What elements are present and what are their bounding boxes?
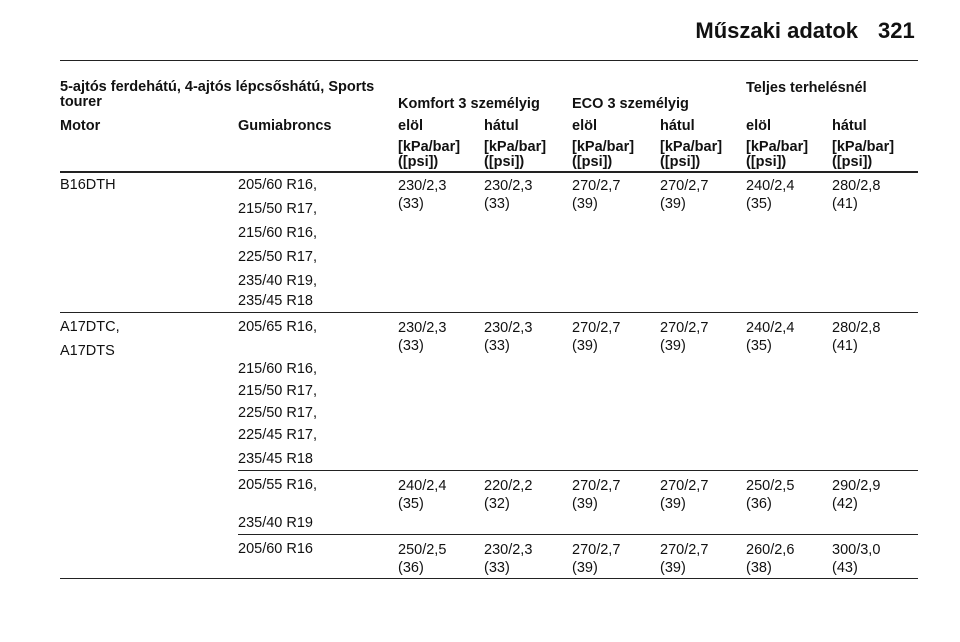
group-header: Teljes terhelésnél: [746, 80, 867, 96]
tire-size: 205/60 R16,: [238, 177, 318, 193]
column-header: Gumiabroncs: [238, 118, 332, 134]
pressure: 270/2,7 (39): [660, 178, 709, 212]
tire-size: 235/45 R18: [238, 293, 313, 309]
tire-size: 215/50 R17,: [238, 383, 318, 399]
pressure: 230/2,3 (33): [398, 320, 447, 354]
rule: [60, 60, 918, 61]
tire-size: 215/60 R16,: [238, 361, 318, 377]
pressure: 290/2,9 (42): [832, 478, 881, 512]
rule: [238, 470, 918, 471]
pressure: 240/2,4 (35): [746, 320, 795, 354]
pressure: 260/2,6 (38): [746, 542, 795, 576]
tire-size: 205/55 R16,: [238, 477, 318, 493]
rule: [238, 534, 918, 535]
pressure: 250/2,5 (36): [746, 478, 795, 512]
group-header: Komfort 3 személyig: [398, 96, 540, 112]
column-header: elöl: [398, 118, 423, 134]
column-header: elöl: [572, 118, 597, 134]
pressure: 270/2,7 (39): [572, 320, 621, 354]
column-header: hátul: [660, 118, 695, 134]
tire-size: 205/65 R16,: [238, 319, 318, 335]
pressure: 250/2,5 (36): [398, 542, 447, 576]
unit-header: [kPa/bar] ([psi]): [660, 139, 723, 170]
pressure: 240/2,4 (35): [398, 478, 447, 512]
pressure: 280/2,8 (41): [832, 178, 881, 212]
column-header: hátul: [484, 118, 519, 134]
pressure: 230/2,3 (33): [484, 320, 533, 354]
unit-header: [kPa/bar] ([psi]): [832, 139, 895, 170]
tire-size: 225/45 R17,: [238, 427, 318, 443]
unit-header: [kPa/bar] ([psi]): [572, 139, 635, 170]
pressure: 220/2,2 (32): [484, 478, 533, 512]
pressure: 300/3,0 (43): [832, 542, 881, 576]
rule: [60, 171, 918, 173]
tire-size: 235/45 R18: [238, 451, 313, 467]
rule: [60, 312, 918, 313]
pressure: 270/2,7 (39): [660, 320, 709, 354]
group-header: 5-ajtós ferdehátú, 4-ajtós lépcsőshátú, …: [60, 79, 375, 110]
page-number: 321: [878, 18, 915, 43]
tire-size: 235/40 R19,: [238, 273, 318, 289]
unit-header: [kPa/bar] ([psi]): [484, 139, 547, 170]
tire-size: 225/50 R17,: [238, 405, 318, 421]
pressure: 230/2,3 (33): [398, 178, 447, 212]
motor: A17DTS: [60, 343, 115, 359]
pressure: 270/2,7 (39): [660, 478, 709, 512]
tire-size: 215/50 R17,: [238, 201, 318, 217]
tire-size: 235/40 R19: [238, 515, 313, 531]
unit-header: [kPa/bar] ([psi]): [746, 139, 809, 170]
column-header: Motor: [60, 118, 101, 134]
pressure: 270/2,7 (39): [572, 178, 621, 212]
pressure: 280/2,8 (41): [832, 320, 881, 354]
pressure: 230/2,3 (33): [484, 542, 533, 576]
pressure: 270/2,7 (39): [572, 542, 621, 576]
tire-size: 205/60 R16: [238, 541, 313, 557]
rule: [60, 578, 918, 579]
tire-size: 225/50 R17,: [238, 249, 318, 265]
page-title: Műszaki adatok: [695, 18, 858, 43]
motor: A17DTC,: [60, 319, 120, 335]
tire-size: 215/60 R16,: [238, 225, 318, 241]
pressure: 270/2,7 (39): [572, 478, 621, 512]
pressure: 230/2,3 (33): [484, 178, 533, 212]
group-header: ECO 3 személyig: [572, 96, 689, 112]
motor: B16DTH: [60, 177, 116, 193]
unit-header: [kPa/bar] ([psi]): [398, 139, 461, 170]
pressure: 240/2,4 (35): [746, 178, 795, 212]
column-header: hátul: [832, 118, 867, 134]
pressure: 270/2,7 (39): [660, 542, 709, 576]
column-header: elöl: [746, 118, 771, 134]
